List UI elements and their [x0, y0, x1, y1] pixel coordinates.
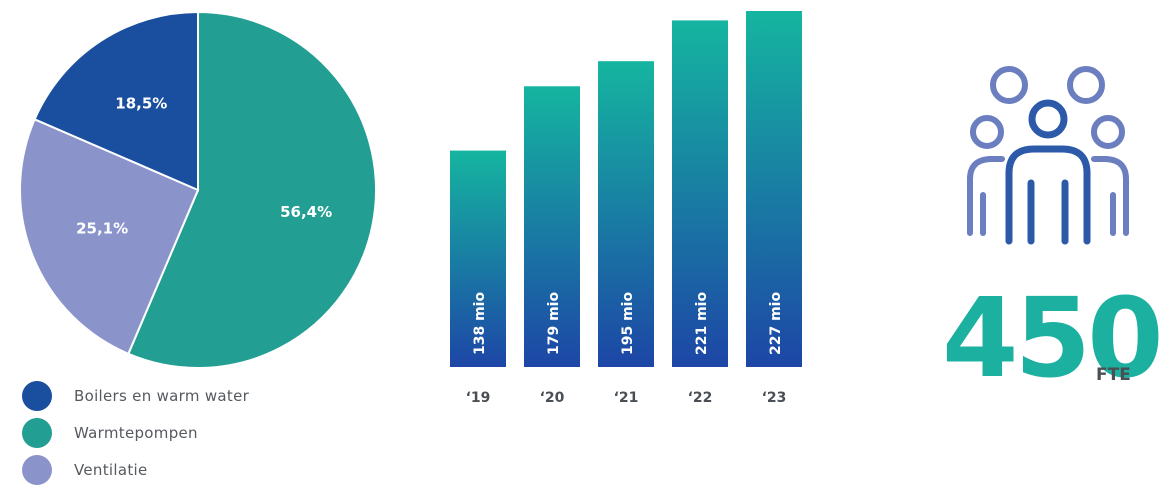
legend-item-ventilatie: Ventilatie — [22, 451, 249, 488]
legend-label-boilers: Boilers en warm water — [74, 386, 250, 405]
legend-label-warmtepompen: Warmtepompen — [74, 423, 198, 442]
pie-chart: 56,4% 25,1% 18,5% — [19, 10, 377, 369]
fte-value: 450 — [942, 274, 1164, 402]
bar-value-label: 227 mio — [768, 292, 784, 355]
pie-slice-boilers — [33, 10, 199, 192]
fte-unit-label: FTE — [1096, 365, 1131, 385]
legend-swatch-ventilatie — [22, 454, 52, 485]
bar-chart: 138 mio ‘19 179 mio ‘20 195 mio ‘21 221 mio ‘22… — [450, 11, 802, 406]
bar-2020 — [524, 86, 580, 368]
bar-category-label: ‘20 — [540, 390, 565, 406]
bar-category-label: ‘19 — [466, 390, 491, 406]
pie-label-ventilatie: 25,1% — [76, 219, 128, 237]
pie-slice-warmtepompen — [127, 10, 377, 369]
bar-category-label: ‘23 — [762, 390, 787, 406]
legend-item-boilers: Boilers en warm water — [22, 377, 249, 414]
bar-2022 — [672, 20, 728, 367]
people-group-icon — [967, 66, 1129, 245]
legend-swatch-warmtepompen — [22, 417, 52, 448]
legend-item-warmtepompen: Warmtepompen — [22, 414, 249, 451]
bar-2021 — [598, 61, 654, 367]
fte-block: 450 FTE — [930, 55, 1166, 455]
bar-value-label: 221 mio — [694, 292, 710, 355]
pie-label-warmtepompen: 56,4% — [280, 203, 332, 221]
pie-legend: Boilers en warm water Warmtepompen Venti… — [22, 377, 249, 488]
legend-label-ventilatie: Ventilatie — [74, 460, 148, 479]
bar-2019 — [450, 150, 506, 367]
bar-value-label: 179 mio — [546, 292, 562, 355]
bar-value-label: 195 mio — [620, 292, 636, 355]
bar-category-label: ‘21 — [614, 390, 639, 406]
pie-slice-ventilatie — [19, 117, 200, 356]
bar-value-label: 138 mio — [472, 292, 488, 355]
legend-swatch-boilers — [22, 380, 52, 411]
pie-label-boilers: 18,5% — [115, 95, 167, 113]
bar-category-label: ‘22 — [688, 390, 713, 406]
bar-2023 — [746, 11, 802, 367]
